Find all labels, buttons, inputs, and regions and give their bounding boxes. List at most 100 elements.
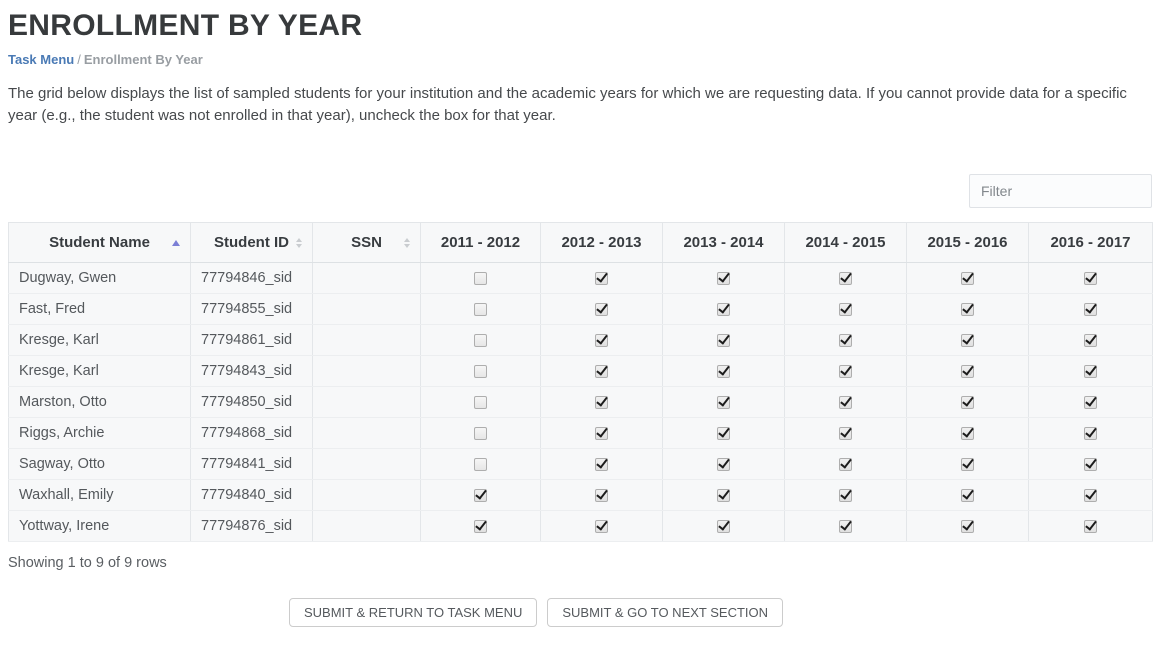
sort-both-icon	[296, 237, 302, 248]
enrollment-year-checkbox[interactable]	[474, 364, 487, 378]
enrollment-year-checkbox[interactable]	[717, 488, 730, 502]
enrollment-year-checkbox[interactable]	[474, 488, 487, 502]
column-header-student-id[interactable]: Student ID	[190, 222, 313, 263]
enrollment-year-checkbox[interactable]	[595, 271, 608, 285]
checkbox-box	[717, 271, 730, 285]
filter-input[interactable]	[969, 174, 1152, 208]
enrollment-year-checkbox[interactable]	[595, 488, 608, 502]
enrollment-year-checkbox[interactable]	[474, 302, 487, 316]
year-cell-2012-2013	[540, 479, 663, 511]
enrollment-year-checkbox[interactable]	[1084, 395, 1097, 409]
column-header-ssn[interactable]: SSN	[312, 222, 421, 263]
enrollment-year-checkbox[interactable]	[839, 519, 852, 533]
column-header-label: Student Name	[49, 234, 150, 251]
submit-return-task-menu-button[interactable]: SUBMIT & RETURN TO TASK MENU	[288, 598, 538, 627]
enrollment-year-checkbox[interactable]	[595, 395, 608, 409]
year-cell-2014-2015	[784, 386, 907, 418]
enrollment-year-checkbox[interactable]	[1084, 519, 1097, 533]
ssn-cell	[312, 355, 421, 387]
enrollment-year-checkbox[interactable]	[961, 457, 974, 471]
column-header-label: 2016 - 2017	[1050, 234, 1131, 251]
enrollment-year-checkbox[interactable]	[839, 271, 852, 285]
column-header-2014-2015: 2014 - 2015	[784, 222, 907, 263]
enrollment-year-checkbox[interactable]	[474, 333, 487, 347]
enrollment-year-checkbox[interactable]	[474, 426, 487, 440]
year-cell-2013-2014	[662, 355, 785, 387]
enrollment-year-checkbox[interactable]	[839, 302, 852, 316]
column-header-student-name[interactable]: Student Name	[8, 222, 191, 263]
enrollment-year-checkbox[interactable]	[595, 426, 608, 440]
ssn-cell	[312, 448, 421, 480]
enrollment-year-checkbox[interactable]	[595, 364, 608, 378]
checkbox-box	[839, 488, 852, 502]
enrollment-year-checkbox[interactable]	[961, 364, 974, 378]
column-header-2013-2014: 2013 - 2014	[662, 222, 785, 263]
submit-next-section-button[interactable]: SUBMIT & GO TO NEXT SECTION	[547, 598, 784, 627]
year-cell-2015-2016	[906, 510, 1029, 542]
enrollment-year-checkbox[interactable]	[1084, 333, 1097, 347]
year-cell-2011-2012	[420, 324, 541, 356]
enrollment-year-checkbox[interactable]	[717, 395, 730, 409]
column-header-label: SSN	[351, 234, 382, 251]
enrollment-year-checkbox[interactable]	[1084, 488, 1097, 502]
enrollment-year-checkbox[interactable]	[717, 519, 730, 533]
enrollment-year-checkbox[interactable]	[595, 302, 608, 316]
checkbox-box	[595, 364, 608, 378]
enrollment-year-checkbox[interactable]	[474, 271, 487, 285]
student-id-cell: 77794846_sid	[190, 262, 313, 294]
enrollment-year-checkbox[interactable]	[474, 457, 487, 471]
enrollment-year-checkbox[interactable]	[961, 302, 974, 316]
enrollment-year-checkbox[interactable]	[717, 302, 730, 316]
year-cell-2012-2013	[540, 417, 663, 449]
enrollment-year-checkbox[interactable]	[839, 457, 852, 471]
enrollment-year-checkbox[interactable]	[961, 426, 974, 440]
enrollment-year-checkbox[interactable]	[717, 457, 730, 471]
enrollment-year-checkbox[interactable]	[839, 395, 852, 409]
enrollment-year-checkbox[interactable]	[961, 271, 974, 285]
enrollment-year-checkbox[interactable]	[839, 488, 852, 502]
student-id-cell: 77794855_sid	[190, 293, 313, 325]
checkbox-box	[839, 271, 852, 285]
checkbox-box	[474, 519, 487, 533]
enrollment-year-checkbox[interactable]	[717, 426, 730, 440]
enrollment-year-checkbox[interactable]	[595, 457, 608, 471]
year-cell-2011-2012	[420, 293, 541, 325]
year-cell-2012-2013	[540, 386, 663, 418]
enrollment-year-checkbox[interactable]	[717, 333, 730, 347]
year-cell-2015-2016	[906, 417, 1029, 449]
table-row: Marston, Otto 77794850_sid	[8, 386, 1153, 418]
sort-both-icon	[404, 237, 410, 248]
breadcrumb-task-menu-link[interactable]: Task Menu	[8, 52, 75, 67]
table-row: Dugway, Gwen 77794846_sid	[8, 262, 1153, 294]
submit-actions: SUBMIT & RETURN TO TASK MENU SUBMIT & GO…	[0, 598, 1108, 627]
enrollment-year-checkbox[interactable]	[1084, 426, 1097, 440]
checkbox-box	[717, 488, 730, 502]
enrollment-year-checkbox[interactable]	[1084, 271, 1097, 285]
row-count-summary: Showing 1 to 9 of 9 rows	[8, 555, 167, 571]
enrollment-year-checkbox[interactable]	[839, 333, 852, 347]
table-header: Student Name Student ID SSN 2011 - 2012 2012…	[8, 222, 1153, 263]
enrollment-year-checkbox[interactable]	[1084, 302, 1097, 316]
enrollment-year-checkbox[interactable]	[474, 395, 487, 409]
enrollment-year-checkbox[interactable]	[717, 271, 730, 285]
checkbox-box	[1084, 488, 1097, 502]
enrollment-year-checkbox[interactable]	[717, 364, 730, 378]
enrollment-year-checkbox[interactable]	[961, 488, 974, 502]
year-cell-2011-2012	[420, 262, 541, 294]
enrollment-year-checkbox[interactable]	[474, 519, 487, 533]
enrollment-year-checkbox[interactable]	[1084, 457, 1097, 471]
year-cell-2016-2017	[1028, 510, 1153, 542]
enrollment-year-checkbox[interactable]	[1084, 364, 1097, 378]
enrollment-year-checkbox[interactable]	[961, 333, 974, 347]
enrollment-year-checkbox[interactable]	[961, 395, 974, 409]
student-id-cell: 77794841_sid	[190, 448, 313, 480]
enrollment-year-checkbox[interactable]	[595, 333, 608, 347]
enrollment-year-checkbox[interactable]	[839, 426, 852, 440]
enrollment-year-checkbox[interactable]	[839, 364, 852, 378]
checkbox-box	[595, 519, 608, 533]
checkbox-box	[717, 333, 730, 347]
enrollment-year-checkbox[interactable]	[961, 519, 974, 533]
checkbox-box	[961, 457, 974, 471]
enrollment-year-checkbox[interactable]	[595, 519, 608, 533]
year-cell-2012-2013	[540, 262, 663, 294]
